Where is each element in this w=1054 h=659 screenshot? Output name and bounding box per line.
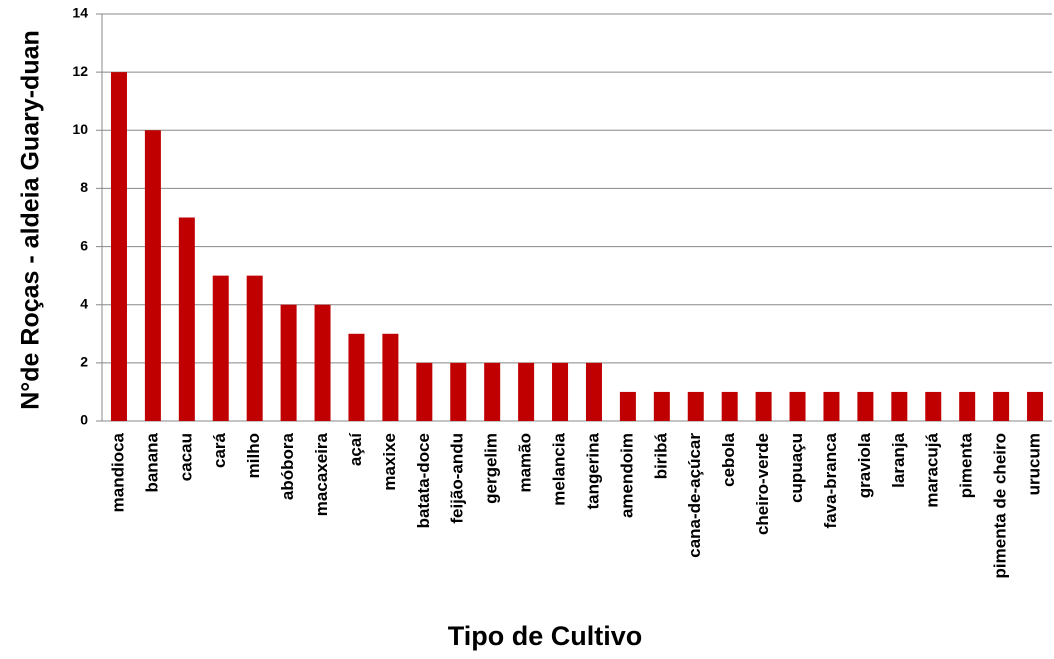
x-tick-label: cheiro-verde [753,433,772,535]
y-tick-label: 14 [72,5,88,21]
bar [721,391,738,421]
x-tick-label: biribá [651,432,670,479]
bar [552,362,569,421]
x-tick-label: pimenta [957,432,976,498]
bar [959,391,976,421]
x-tick-label: maracujá [923,432,942,507]
bar [314,304,331,421]
y-tick-label: 10 [72,121,88,137]
x-tick-label: macaxeira [312,432,331,516]
x-tick-label: mandioca [108,432,127,512]
x-tick-label: cará [210,432,229,468]
x-tick-label: cacau [176,433,195,481]
x-tick-label: cana-de-açúcar [685,433,704,558]
x-tick-label: fava-branca [821,432,840,528]
y-tick-label: 8 [80,179,88,195]
x-tick-label: maxixe [380,433,399,491]
x-tick-label: banana [142,432,161,492]
x-tick-label: melancia [550,432,569,505]
x-tick-label: amendoim [617,433,636,518]
y-tick-label: 6 [80,237,88,253]
x-tick-label: tangerina [583,432,602,509]
bar [348,333,365,421]
bar [416,362,433,421]
x-tick-label: feijão-andu [448,433,467,524]
y-tick-label: 0 [80,412,88,428]
x-tick-label: pimenta de cheiro [991,433,1010,578]
bar [382,333,399,421]
bar [1027,391,1044,421]
bar [178,217,195,421]
x-tick-label: mamão [516,433,535,493]
x-tick-label: urucum [1025,433,1044,495]
y-axis-title: N°de Roças - aldeia Guary-duan [17,30,45,410]
bar [789,391,806,421]
bar [484,362,501,421]
x-tick-label: batata-doce [414,433,433,528]
bar [280,304,297,421]
x-tick-label: cebola [719,432,738,486]
x-tick-label: cupuaçu [787,433,806,503]
x-tick-label: abóbora [278,432,297,500]
bar [993,391,1010,421]
y-tick-label: 4 [80,295,88,311]
x-tick-label: laranja [889,432,908,487]
bar [585,362,602,421]
x-tick-label: milho [244,433,263,478]
bar [212,275,229,421]
x-tick-label: açaí [346,432,365,466]
bar [823,391,840,421]
x-axis-title: Tipo de Cultivo [448,621,643,651]
bar [450,362,467,421]
y-tick-label: 12 [72,63,88,79]
bar [144,130,161,422]
bar [518,362,535,421]
x-tick-label: graviola [855,432,874,498]
x-tick-label: gergelim [482,433,501,504]
bar [653,391,670,421]
bar [925,391,942,421]
bar [619,391,636,421]
bar [755,391,772,421]
bar [891,391,908,421]
bar [687,391,704,421]
bar [110,72,127,422]
bar [246,275,263,421]
y-tick-label: 2 [80,354,88,370]
bar [857,391,874,421]
